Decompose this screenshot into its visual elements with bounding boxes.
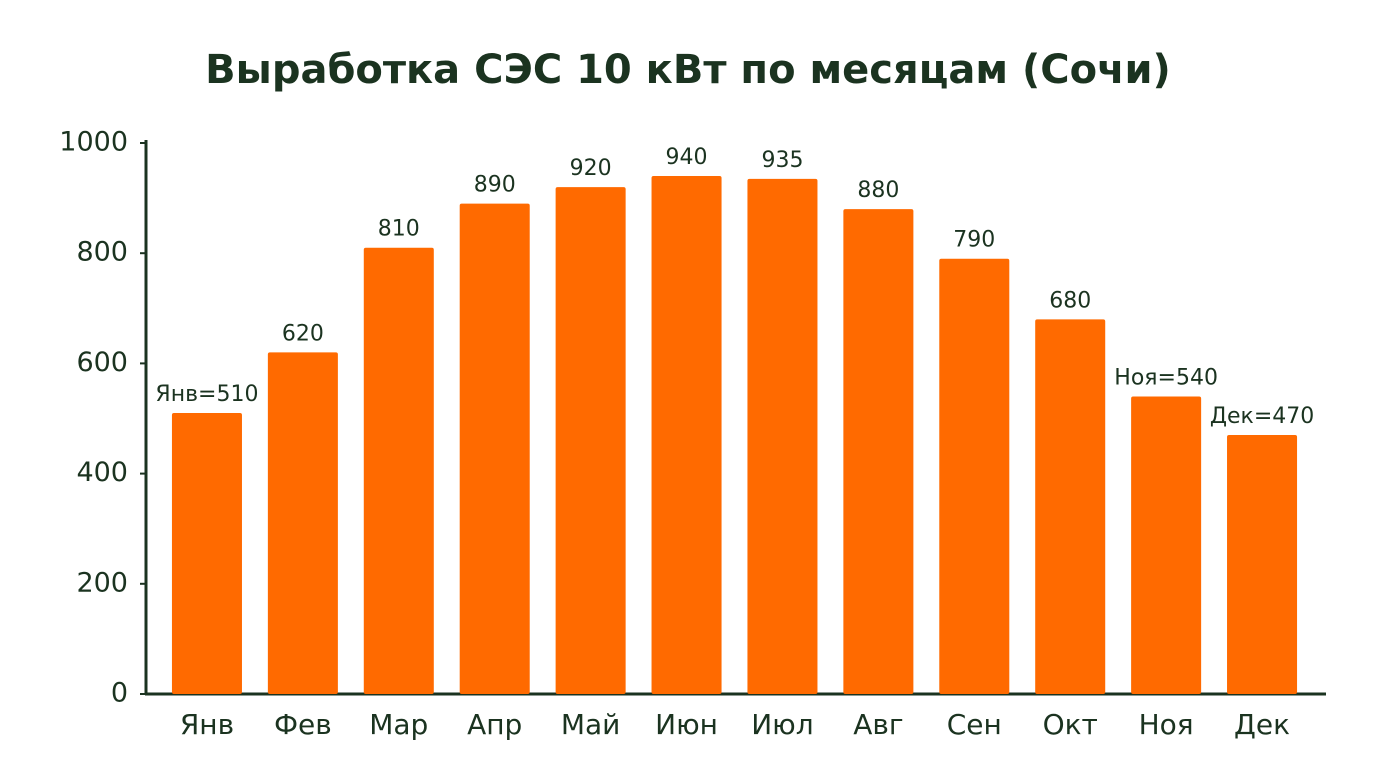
bar <box>747 178 818 694</box>
y-tick-label: 200 <box>76 567 128 598</box>
y-tick-label: 800 <box>76 237 128 268</box>
y-tick-label: 0 <box>111 678 128 709</box>
x-tick-label: Сен <box>947 708 1002 741</box>
bar <box>939 258 1010 694</box>
value-label: 935 <box>761 148 803 173</box>
value-label: 880 <box>857 178 899 203</box>
bar <box>555 187 626 694</box>
x-tick-label: Мар <box>369 708 428 741</box>
value-label: 940 <box>666 145 708 170</box>
x-tick-label: Май <box>561 708 621 741</box>
value-label: Ноя=540 <box>1114 365 1218 390</box>
bar <box>1227 435 1298 694</box>
bar <box>171 412 242 694</box>
value-label: 920 <box>570 156 612 181</box>
value-label: 620 <box>282 321 324 346</box>
value-label: Дек=470 <box>1210 404 1314 429</box>
y-tick-label: 600 <box>76 347 128 378</box>
x-tick-label: Июн <box>655 708 718 741</box>
y-tick-label: 400 <box>76 457 128 488</box>
value-label: 810 <box>378 217 420 242</box>
value-label: Янв=510 <box>155 382 258 407</box>
bar <box>459 203 530 695</box>
x-tick-label: Ноя <box>1139 708 1194 741</box>
x-tick-label: Июл <box>751 708 813 741</box>
chart-title: Выработка СЭС 10 кВт по месяцам (Сочи) <box>205 47 1171 93</box>
x-tick-label: Фев <box>274 708 332 741</box>
value-label: 680 <box>1049 288 1091 313</box>
x-tick-label: Апр <box>467 708 522 741</box>
x-tick-label: Янв <box>180 708 234 741</box>
bar <box>267 352 338 694</box>
bar <box>1131 396 1202 694</box>
bar <box>843 209 914 694</box>
bar <box>651 176 722 694</box>
x-tick-label: Дек <box>1234 708 1290 741</box>
x-tick-label: Окт <box>1043 708 1098 741</box>
bar <box>1035 319 1106 694</box>
value-label: 790 <box>953 228 995 253</box>
y-tick-label: 1000 <box>59 127 128 158</box>
value-label: 890 <box>474 173 516 198</box>
bar <box>363 247 434 694</box>
x-tick-label: Авг <box>853 708 903 741</box>
